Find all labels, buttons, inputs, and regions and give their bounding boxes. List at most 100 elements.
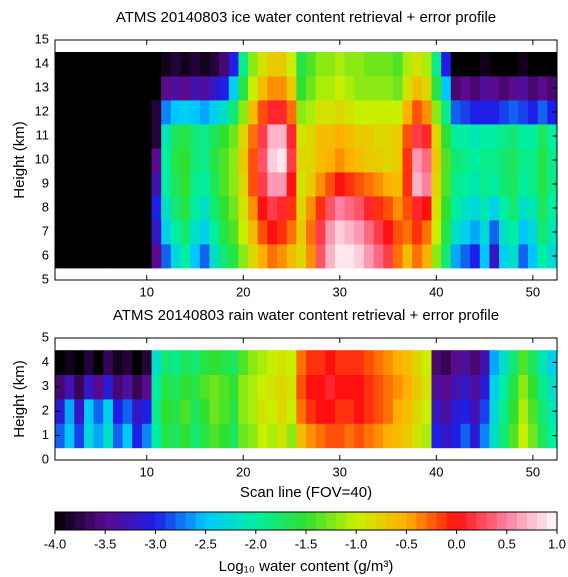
cell xyxy=(103,244,114,269)
cell xyxy=(228,196,239,221)
cell xyxy=(112,148,123,173)
color-step xyxy=(135,512,146,530)
cell xyxy=(151,196,162,221)
cell xyxy=(431,399,442,424)
cell xyxy=(103,148,114,173)
cell xyxy=(421,423,432,449)
cell xyxy=(344,100,355,125)
cell xyxy=(499,124,510,149)
cell xyxy=(344,399,355,424)
cell xyxy=(431,124,442,149)
x-tick-label: 40 xyxy=(429,464,443,479)
cell xyxy=(296,244,307,269)
cell xyxy=(199,76,210,101)
cell xyxy=(103,52,114,77)
cell xyxy=(363,148,374,173)
cell xyxy=(64,244,75,269)
cell xyxy=(479,100,490,125)
cell xyxy=(421,124,432,149)
cell xyxy=(402,52,413,77)
cell xyxy=(199,220,210,245)
x-tick-label: 20 xyxy=(236,464,250,479)
cell xyxy=(277,76,288,101)
cell xyxy=(315,172,326,197)
cell xyxy=(74,172,85,197)
cell xyxy=(74,423,85,449)
y-tick-label: 2 xyxy=(42,403,49,418)
cell xyxy=(93,52,104,77)
cell xyxy=(402,244,413,269)
cell xyxy=(112,52,123,77)
cell xyxy=(354,220,365,245)
cell xyxy=(170,172,181,197)
cell xyxy=(431,52,442,77)
cell xyxy=(392,124,403,149)
cell xyxy=(441,423,452,449)
cell xyxy=(325,244,336,269)
cell xyxy=(479,220,490,245)
cell xyxy=(141,100,152,125)
cell xyxy=(277,52,288,77)
cell xyxy=(267,374,278,400)
color-step xyxy=(85,512,96,530)
cell xyxy=(122,350,133,375)
cell xyxy=(363,124,374,149)
colorbar-tick-label: -3.5 xyxy=(94,536,116,551)
cell xyxy=(489,196,500,221)
cell xyxy=(74,196,85,221)
cell xyxy=(151,52,162,77)
cell xyxy=(170,76,181,101)
cell xyxy=(528,100,539,125)
chart-title: ATMS 20140803 ice water content retrieva… xyxy=(116,9,496,26)
cell xyxy=(306,172,317,197)
cell xyxy=(161,350,172,375)
cell xyxy=(83,374,95,400)
color-step xyxy=(436,512,447,530)
cell xyxy=(528,52,539,77)
color-step xyxy=(396,512,407,530)
cell xyxy=(209,172,220,197)
cell xyxy=(392,76,403,101)
cell xyxy=(421,172,432,197)
cell xyxy=(103,423,114,449)
cell xyxy=(170,350,181,375)
cell xyxy=(141,196,152,221)
cell xyxy=(334,172,346,197)
cell xyxy=(93,196,104,221)
cell xyxy=(132,76,143,101)
cell xyxy=(479,399,490,424)
cell xyxy=(470,423,481,449)
cell xyxy=(402,148,413,173)
color-step xyxy=(185,512,196,530)
cell xyxy=(470,124,481,149)
cell xyxy=(306,76,317,101)
cell xyxy=(354,148,365,173)
cell xyxy=(141,399,152,424)
y-tick-label: 13 xyxy=(35,79,49,94)
plot-frame xyxy=(54,337,558,461)
cell xyxy=(267,148,278,173)
cell xyxy=(219,423,230,449)
cell xyxy=(209,244,220,269)
cell xyxy=(460,124,471,149)
cell xyxy=(180,76,191,101)
cell xyxy=(441,100,452,125)
cell xyxy=(267,124,278,149)
cell xyxy=(470,52,481,77)
cell xyxy=(93,399,104,424)
cell xyxy=(537,196,548,221)
cell xyxy=(132,350,143,375)
cell xyxy=(190,52,201,77)
cell xyxy=(450,244,461,269)
cell xyxy=(132,374,143,400)
cell xyxy=(528,148,539,173)
cell xyxy=(199,244,210,269)
color-step xyxy=(356,512,367,530)
cell xyxy=(296,76,307,101)
cell xyxy=(315,124,326,149)
cell xyxy=(267,196,278,221)
cell xyxy=(508,124,519,149)
cell xyxy=(441,374,452,400)
cell xyxy=(363,423,374,449)
